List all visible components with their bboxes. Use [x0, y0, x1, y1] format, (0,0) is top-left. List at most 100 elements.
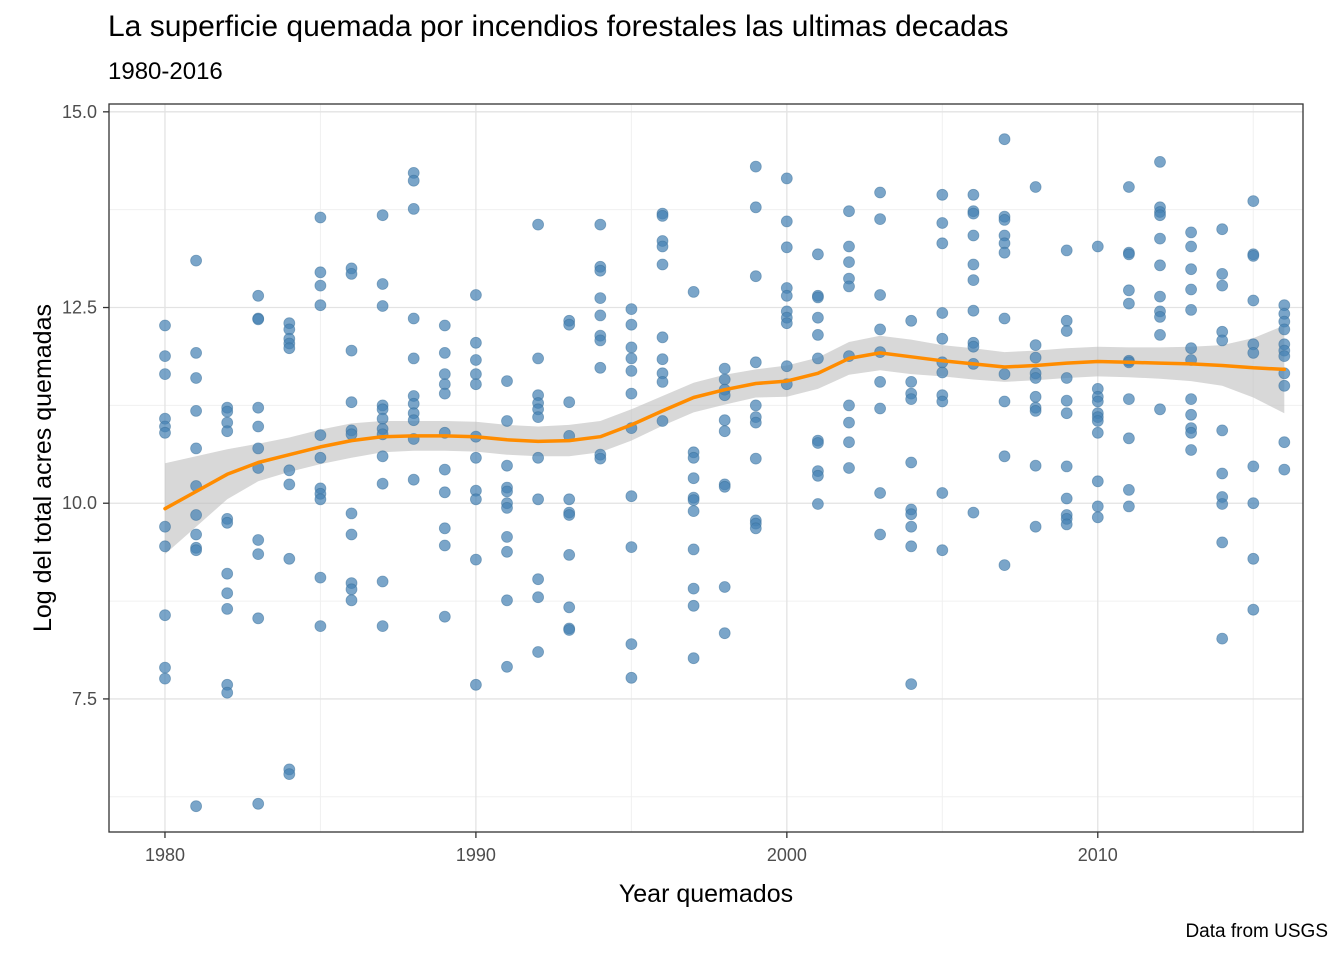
data-point [905, 375, 918, 388]
data-point [501, 531, 513, 543]
data-point [190, 404, 203, 417]
data-point [376, 620, 389, 632]
data-point [594, 361, 607, 374]
data-point [1185, 426, 1197, 439]
data-point [501, 415, 513, 427]
data-point [1123, 393, 1135, 406]
data-point [843, 436, 855, 449]
data-point [1185, 240, 1197, 253]
data-point [874, 402, 886, 415]
data-point [563, 396, 576, 409]
data-point [656, 209, 669, 222]
data-point [1216, 424, 1229, 437]
data-point [252, 534, 265, 546]
x-tick-label: 2000 [767, 845, 807, 865]
data-point [532, 451, 544, 464]
data-point [190, 509, 203, 521]
data-point [1029, 390, 1042, 403]
data-point [1216, 334, 1229, 347]
data-point [749, 356, 762, 369]
data-point [718, 480, 731, 493]
data-point [1091, 426, 1104, 439]
data-point [1154, 328, 1166, 341]
data-point [563, 318, 576, 331]
data-point [563, 509, 576, 521]
axis-ticks: 1980 1990 2000 2010 7.5 10.0 12.5 15.0 [62, 102, 1118, 865]
data-point [594, 309, 607, 322]
y-axis-title: Log del total acres quemadas [29, 304, 57, 632]
data-point [159, 661, 171, 674]
data-point [221, 425, 234, 438]
data-point [563, 549, 576, 561]
data-point [1247, 497, 1260, 510]
data-point [501, 459, 513, 472]
data-point [625, 303, 638, 316]
data-point [190, 442, 203, 455]
data-point [905, 678, 918, 690]
data-point [812, 352, 824, 365]
data-point [314, 266, 327, 279]
chart-caption: Data from USGS [1185, 921, 1328, 942]
data-point [314, 279, 327, 292]
data-point [1123, 432, 1135, 445]
data-point [314, 620, 327, 632]
data-point [1123, 483, 1135, 496]
data-point [1185, 283, 1197, 296]
y-tick-label: 12.5 [62, 298, 97, 318]
data-point [283, 552, 296, 565]
data-point [469, 451, 482, 464]
data-point [625, 387, 638, 400]
data-point [1185, 408, 1197, 421]
data-point [967, 207, 980, 220]
smooth-line [163, 351, 1287, 511]
data-point [407, 312, 420, 325]
data-point [532, 352, 544, 365]
data-point [314, 451, 327, 464]
confidence-band [165, 325, 1285, 555]
data-point [843, 399, 855, 412]
x-tick-label: 1980 [145, 845, 185, 865]
data-point [843, 256, 855, 269]
data-point [687, 451, 700, 464]
data-point [438, 522, 451, 535]
data-point [967, 229, 980, 242]
data-point [345, 428, 358, 441]
data-point [718, 425, 731, 438]
data-point [656, 375, 669, 388]
data-point [438, 387, 451, 400]
data-point [252, 313, 265, 326]
data-point [345, 344, 358, 357]
data-point [998, 312, 1011, 325]
data-point [905, 314, 918, 327]
data-point [376, 450, 389, 463]
data-point [252, 548, 265, 560]
data-point [780, 172, 793, 185]
data-point [221, 686, 234, 699]
data-point [563, 601, 576, 614]
data-point [469, 368, 482, 381]
data-point [407, 352, 420, 365]
data-point [283, 342, 296, 355]
data-point [469, 354, 482, 366]
data-point [1154, 259, 1166, 272]
data-point [1185, 393, 1197, 406]
data-point [501, 594, 513, 607]
data-point [190, 544, 203, 557]
data-point [1154, 209, 1166, 222]
data-point [501, 501, 513, 514]
data-point [221, 405, 234, 418]
chart-subtitle: 1980-2016 [108, 58, 223, 85]
data-point [407, 473, 420, 486]
data-point [190, 800, 203, 813]
data-point [1091, 511, 1104, 524]
data-point [812, 248, 824, 261]
data-point [967, 340, 980, 353]
data-point [874, 528, 886, 541]
data-point [438, 368, 451, 381]
data-point [501, 660, 513, 673]
x-tick-label: 1990 [456, 845, 496, 865]
data-point [1091, 415, 1104, 427]
data-point [532, 591, 544, 604]
data-point [1029, 404, 1042, 417]
data-point [687, 472, 700, 485]
